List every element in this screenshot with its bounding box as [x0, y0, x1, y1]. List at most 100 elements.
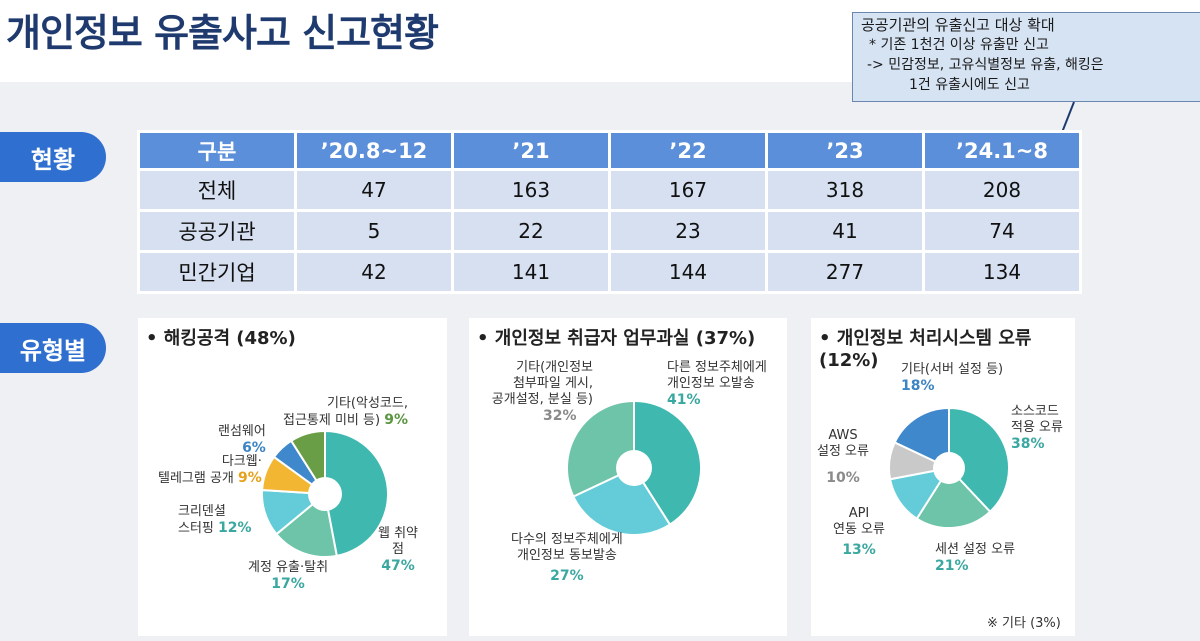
slice-label-line: 다크웹·: [221, 454, 262, 469]
chart-card-system-error: • 개인정보 처리시스템 오류 (12%) 소스코드 적용 오류 38% 세션 …: [811, 318, 1075, 636]
donut-chart-system-error: [888, 406, 1010, 529]
table-header-cell: ’24.1~8: [922, 130, 1082, 171]
section-type-pill: 유형별: [0, 323, 106, 373]
slice-label-line: 기타(서버 설정 등): [901, 362, 1004, 377]
table-cell: 42: [294, 250, 454, 294]
slice-label-line: 기타(악성코드,: [327, 396, 408, 411]
donut-hole: [933, 452, 965, 484]
slice-label: 기타(서버 설정 등) 18%: [901, 362, 1003, 394]
slice-label-line: 다수의 정보주체에게: [511, 532, 623, 547]
chart-card-operator-error: • 개인정보 취급자 업무과실 (37%) 다른 정보주체에게 개인정보 오발송…: [469, 318, 787, 636]
slice-percent: 32%: [543, 408, 577, 424]
slice-label: AWS 설정 오류 10%: [817, 428, 869, 486]
table-header-row: 구분 ’20.8~12 ’21 ’22 ’23 ’24.1~8: [137, 130, 1082, 171]
slice-percent: 21%: [935, 558, 969, 574]
footnote: ※ 기타 (3%): [987, 616, 1061, 631]
table-cell: 318: [765, 168, 925, 212]
slice-percent: 9%: [384, 412, 408, 428]
table-row: 민간기업 42 141 144 277 134: [137, 250, 1082, 294]
table-row: 공공기관 5 22 23 41 74: [137, 209, 1082, 253]
slice-label-line: 크리덴셜: [178, 504, 226, 519]
table-cell: 144: [608, 250, 768, 294]
section-status-pill: 현황: [0, 132, 106, 182]
chart-title: • 개인정보 처리시스템 오류 (12%): [819, 328, 1032, 371]
slice-label-line: 랜섬웨어: [218, 424, 266, 439]
slice-label: 다른 정보주체에게 개인정보 오발송 41%: [667, 360, 767, 408]
table-cell: 5: [294, 209, 454, 253]
slice-label-line: API: [848, 506, 870, 521]
slice-percent: 41%: [667, 392, 701, 408]
callout-line-2: * 기존 1천건 이상 유출만 신고: [869, 37, 1049, 53]
stats-table: 구분 ’20.8~12 ’21 ’22 ’23 ’24.1~8 전체 47 16…: [137, 130, 1082, 294]
slice-label-line: 다른 정보주체에게: [667, 360, 767, 375]
slice-label: API 연동 오류 13%: [833, 506, 885, 558]
table-header-cell: 구분: [137, 130, 297, 171]
table-header-cell: ’20.8~12: [294, 130, 454, 171]
slice-label-line: 첨부파일 게시,: [512, 376, 593, 391]
slice-percent: 6%: [242, 440, 266, 456]
slice-label-line: 웹 취약: [378, 526, 419, 541]
slice-label-line: 텔레그램 공개: [158, 471, 234, 486]
slice-label: 계정 유출·탈취 17%: [248, 560, 328, 592]
table-cell: 23: [608, 209, 768, 253]
row-label: 민간기업: [137, 250, 297, 294]
donut-chart-operator-error: [566, 399, 702, 536]
table-row: 전체 47 163 167 318 208: [137, 168, 1082, 212]
slice-label-line: 설정 오류: [817, 444, 869, 459]
slice-label: 기타(개인정보 첨부파일 게시, 공개설정, 분실 등) 32%: [479, 360, 593, 424]
chart-card-hacking: • 해킹공격 (48%) 웹 취약 점 47% 계정 유출·탈취 17% 크리덴…: [138, 318, 447, 636]
table-cell: 22: [451, 209, 611, 253]
slice-label-line: 연동 오류: [833, 522, 885, 537]
table-header-cell: ’22: [608, 130, 768, 171]
slice-label: 크리덴셜 스터핑 12%: [178, 504, 252, 537]
page-title: 개인정보 유출사고 신고현황: [6, 11, 439, 55]
chart-title: • 개인정보 취급자 업무과실 (37%): [477, 328, 756, 349]
slice-label-line: 개인정보 동보발송: [516, 548, 617, 563]
callout-line-3: -> 민감정보, 고유식별정보 유출, 해킹은: [867, 57, 1104, 73]
slice-percent: 12%: [218, 520, 252, 536]
slice-percent: 38%: [1011, 436, 1045, 452]
slice-label-line: 점: [392, 542, 404, 557]
slice-label-line: 공개설정, 분실 등): [491, 392, 593, 407]
slice-percent: 27%: [550, 568, 584, 584]
table-cell: 74: [922, 209, 1082, 253]
slice-label: 세션 설정 오류 21%: [935, 542, 1015, 574]
callout-line-1: 공공기관의 유출신고 대상 확대: [861, 16, 1055, 34]
slice-label-line: 세션 설정 오류: [935, 542, 1016, 557]
slice-label: 다수의 정보주체에게 개인정보 동보발송 27%: [511, 532, 623, 584]
row-label: 전체: [137, 168, 297, 212]
donut-chart-hacking: [261, 429, 389, 558]
donut-hole: [308, 477, 342, 511]
pie-slice: [948, 406, 1010, 514]
table-cell: 277: [765, 250, 925, 294]
table-cell: 134: [922, 250, 1082, 294]
slice-label-line: 소스코드: [1011, 404, 1059, 419]
pie-slice: [915, 466, 992, 529]
slice-label: 소스코드 적용 오류 38%: [1011, 404, 1063, 452]
table-cell: 41: [765, 209, 925, 253]
table-header-cell: ’23: [765, 130, 925, 171]
callout-note: 공공기관의 유출신고 대상 확대 * 기존 1천건 이상 유출만 신고 -> 민…: [852, 12, 1200, 102]
pie-slice: [893, 406, 950, 470]
slice-label-line: AWS: [828, 428, 858, 443]
pie-slice: [572, 466, 672, 536]
pie-slice: [324, 429, 389, 558]
slice-label: 웹 취약 점 47%: [378, 526, 418, 574]
slice-percent: 9%: [238, 470, 262, 486]
table-header-cell: ’21: [451, 130, 611, 171]
slice-label: 다크웹· 텔레그램 공개 9%: [158, 454, 262, 487]
slice-percent: 13%: [842, 542, 876, 558]
slice-label-line: 계정 유출·탈취: [248, 560, 329, 575]
chart-title: • 해킹공격 (48%): [146, 328, 296, 349]
slice-label-line: 적용 오류: [1011, 420, 1063, 435]
slice-label-line: 접근통제 미비 등): [283, 413, 381, 428]
table-cell: 47: [294, 168, 454, 212]
slice-percent: 47%: [381, 558, 415, 574]
pie-slice: [289, 429, 326, 498]
slice-percent: 10%: [826, 470, 860, 486]
slice-label: 랜섬웨어 6%: [218, 424, 266, 456]
slice-percent: 17%: [271, 576, 305, 592]
table-cell: 208: [922, 168, 1082, 212]
slice-percent: 18%: [901, 378, 935, 394]
donut-hole: [616, 450, 652, 486]
